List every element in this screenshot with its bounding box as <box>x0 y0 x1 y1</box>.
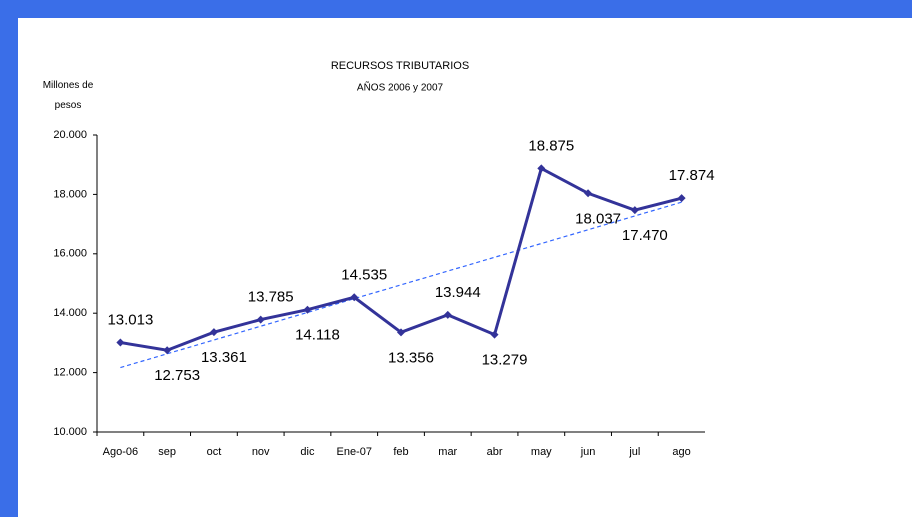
y-tick-label: 20.000 <box>53 129 87 141</box>
x-tick-label: sep <box>158 446 176 458</box>
x-tick-label: jun <box>580 446 596 458</box>
marker <box>537 164 546 173</box>
data-label: 14.535 <box>341 266 387 283</box>
marker <box>397 328 405 337</box>
marker <box>116 338 125 347</box>
y-tick-label: 18.000 <box>53 188 87 200</box>
x-tick-label: mar <box>438 446 457 458</box>
y-tick-label: 10.000 <box>53 426 87 438</box>
marker <box>209 328 218 337</box>
chart-title: RECURSOS TRIBUTARIOS <box>331 60 469 72</box>
data-label: 13.785 <box>248 289 294 306</box>
data-label: 13.361 <box>201 349 247 366</box>
data-label: 14.118 <box>295 327 340 344</box>
frame-top <box>0 0 912 18</box>
chart-subtitle: AÑOS 2006 y 2007 <box>357 81 444 94</box>
data-label: 13.944 <box>435 284 481 301</box>
marker <box>256 315 265 324</box>
x-tick-label: abr <box>487 446 503 458</box>
x-tick-label: oct <box>207 446 222 458</box>
marker <box>443 310 452 319</box>
x-tick-label: jul <box>628 446 640 458</box>
y-tick-label: 14.000 <box>53 307 87 319</box>
y-axis-label: Millones de pesos <box>42 80 94 111</box>
marker <box>303 305 312 314</box>
x-tick-label: Ago-06 <box>103 446 138 458</box>
data-line <box>120 166 682 352</box>
marker <box>677 194 686 203</box>
x-tick-label: nov <box>252 446 270 458</box>
data-label: 12.753 <box>154 367 200 384</box>
data-label: 13.013 <box>107 311 153 328</box>
marker <box>584 189 593 198</box>
y-tick-label: 16.000 <box>53 248 87 260</box>
marker <box>490 330 499 339</box>
data-label: 18.037 <box>575 210 621 227</box>
x-tick-label: dic <box>300 446 315 458</box>
y-axis-label-box: Millones de pesos <box>42 80 94 111</box>
data-label: 13.279 <box>482 352 528 369</box>
frame-left <box>0 0 18 517</box>
x-tick-label: feb <box>393 446 408 458</box>
marker <box>630 206 639 215</box>
x-tick-label: ago <box>672 446 690 458</box>
marker <box>163 346 172 355</box>
data-label: 17.874 <box>669 167 715 184</box>
data-label: 13.356 <box>388 349 434 366</box>
x-tick-label: Ene-07 <box>336 446 371 458</box>
marker <box>350 293 359 302</box>
data-label: 18.875 <box>528 137 574 154</box>
y-tick-label: 12.000 <box>53 367 87 379</box>
x-tick-label: may <box>531 446 552 458</box>
data-label: 17.470 <box>622 227 668 244</box>
